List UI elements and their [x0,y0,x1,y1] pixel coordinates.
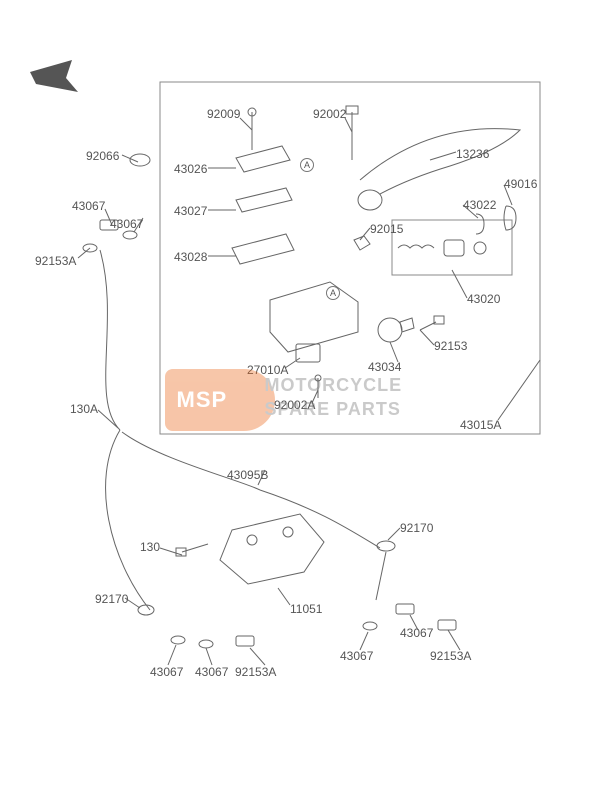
part-label-92153: 92153 [434,339,467,353]
part-label-43022: 43022 [463,198,496,212]
part-label-43067: 43067 [195,665,228,679]
part-label-92170: 92170 [95,592,128,606]
parts-diagram: A A 92066 43067 43067 92153A 92009 43026 43027 4… [0,0,589,799]
part-label-43067: 43067 [340,649,373,663]
part-label-43067: 43067 [150,665,183,679]
part-label-43028: 43028 [174,250,207,264]
part-label-13236: 13236 [456,147,489,161]
part-label-92153a: 92153A [430,649,471,663]
assembly-piston-kit [392,220,512,275]
part-label-43067: 43067 [72,199,105,213]
part-label-49016: 49016 [504,177,537,191]
part-label-92066: 92066 [86,149,119,163]
direction-arrow [30,60,78,92]
view-marker-a: A [326,286,340,300]
part-label-92170: 92170 [400,521,433,535]
part-label-92153a: 92153A [235,665,276,679]
part-label-43026: 43026 [174,162,207,176]
part-label-92009: 92009 [207,107,240,121]
part-label-43020: 43020 [467,292,500,306]
part-label-43015a: 43015A [460,418,501,432]
part-label-27010a: 27010A [247,363,288,377]
view-marker-a: A [300,158,314,172]
part-label-43095b: 43095B [227,468,268,482]
part-label-11051: 11051 [290,602,322,616]
part-label-130a: 130A [70,402,98,416]
part-label-43027: 43027 [174,204,207,218]
part-label-43034: 43034 [368,360,401,374]
part-label-43067: 43067 [400,626,433,640]
part-label-92002: 92002 [313,107,346,121]
part-label-92153a: 92153A [35,254,76,268]
part-label-92015: 92015 [370,222,403,236]
part-label-43067: 43067 [110,217,143,231]
part-label-130: 130 [140,540,160,554]
part-label-92002a: 92002A [274,398,315,412]
